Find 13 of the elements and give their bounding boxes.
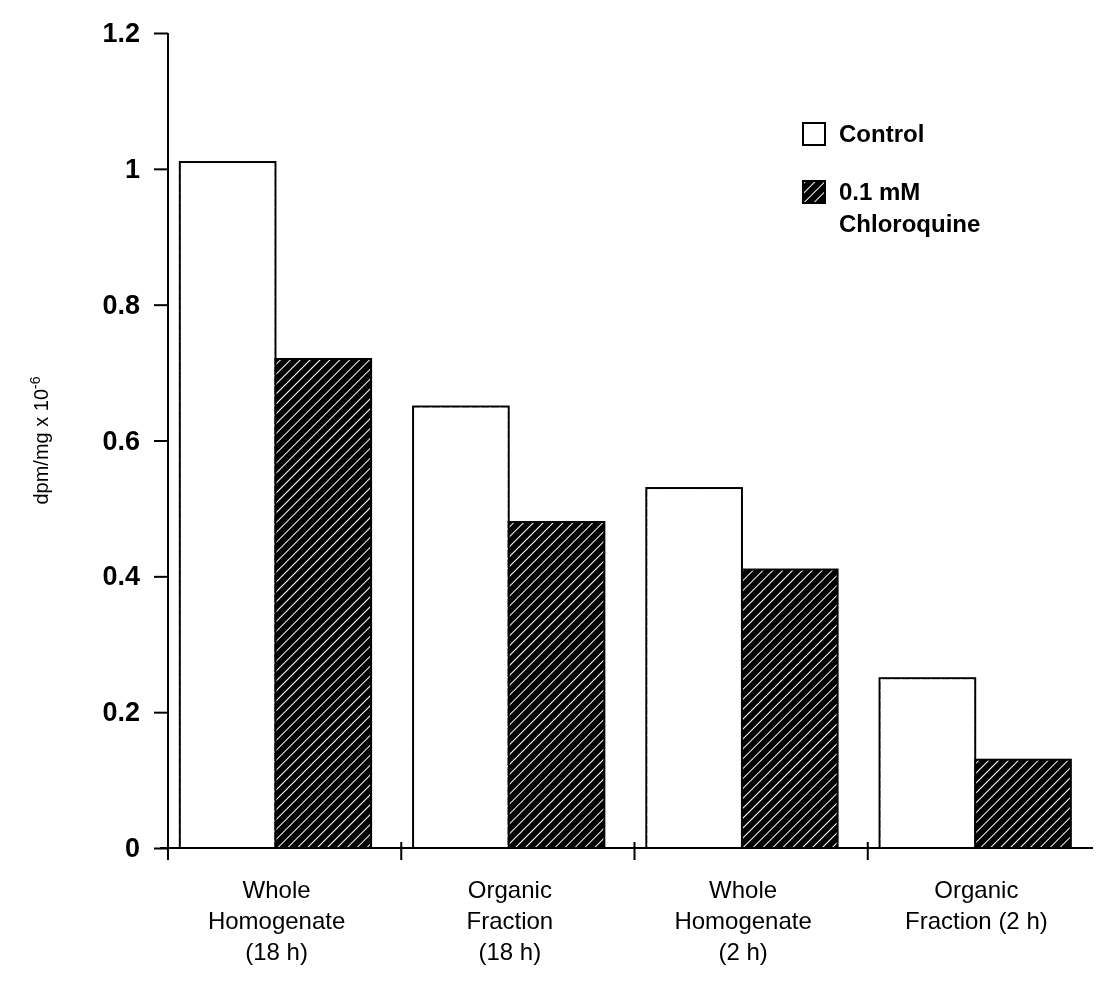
y-tick-label: 0.4 [102, 561, 140, 592]
x-tick-label: Organic Fraction (18 h) [466, 876, 554, 965]
legend-label: 0.1 mM Chloroquine [839, 178, 981, 237]
y-tick-label: 1 [124, 153, 140, 184]
y-tick-label: 1.2 [102, 18, 140, 49]
x-tick-label: Organic Fraction (2 h) [905, 876, 1048, 934]
y-tick-label: 0.8 [102, 289, 140, 320]
y-tick-label: 0.2 [102, 697, 140, 728]
y-tick-label: 0 [124, 833, 140, 864]
legend-label: Control [839, 120, 925, 147]
y-tick-label: 0.6 [102, 425, 140, 456]
x-tick-label: Whole Homogenate (18 h) [207, 876, 346, 965]
x-tick-label: Whole Homogenate (2 h) [674, 876, 812, 965]
